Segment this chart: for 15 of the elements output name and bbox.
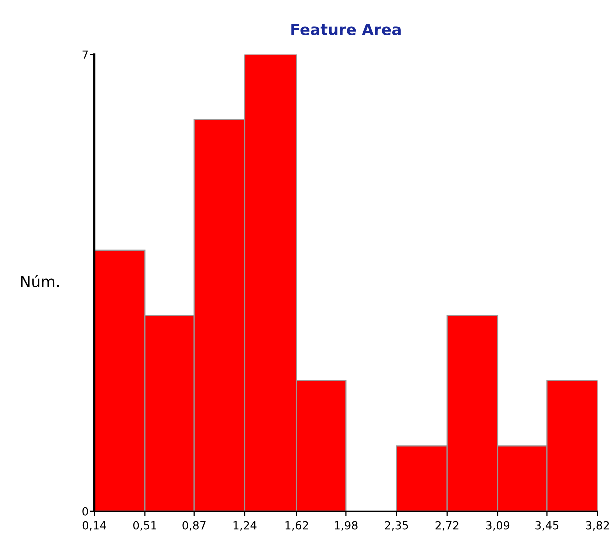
x-tick-label: 0,51 (134, 521, 156, 531)
x-tick-label: 0,87 (182, 521, 206, 531)
x-tick-label: 3,45 (536, 521, 559, 531)
y-tick-label: 7 (82, 50, 88, 59)
x-tick-label: 3,82 (586, 521, 610, 531)
x-tick-label: 2,72 (436, 521, 459, 531)
x-tick-label: 1,98 (335, 521, 358, 531)
y-axis-title: Núm. (21, 275, 60, 288)
chart-title: Feature Area (292, 24, 401, 36)
y-tick-label: 0 (82, 507, 88, 516)
x-tick-label: 3,09 (486, 521, 510, 531)
x-tick-label: 1,24 (234, 521, 257, 531)
x-tick-label: 0,14 (82, 521, 106, 531)
x-tick-label: 2,35 (385, 521, 408, 531)
x-tick-label: 1,62 (286, 521, 308, 531)
